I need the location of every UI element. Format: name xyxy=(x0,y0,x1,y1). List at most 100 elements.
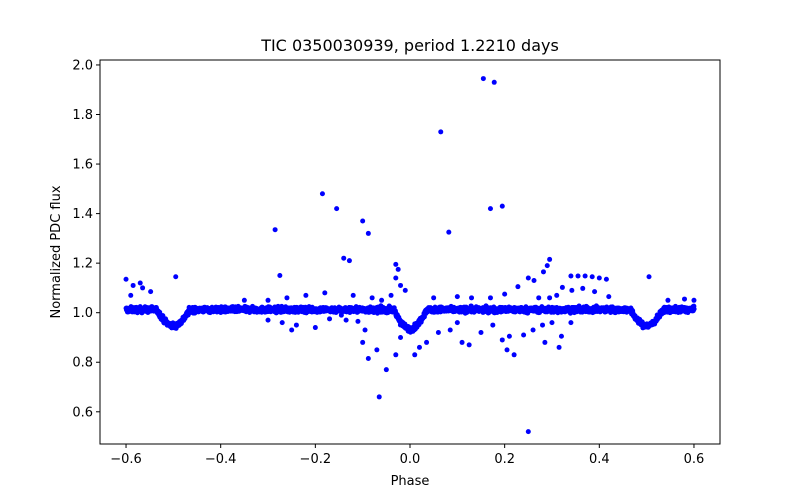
data-point xyxy=(504,347,510,353)
data-point xyxy=(549,320,555,326)
data-point xyxy=(319,191,325,197)
chart-title: TIC 0350030939, period 1.2210 days xyxy=(260,36,559,55)
data-point xyxy=(531,277,537,283)
data-point xyxy=(568,320,574,326)
data-point xyxy=(547,295,553,301)
data-point xyxy=(265,317,271,323)
data-point xyxy=(341,255,347,261)
data-point xyxy=(272,227,278,233)
data-point xyxy=(379,297,385,303)
data-point xyxy=(568,273,574,279)
data-point xyxy=(540,269,546,275)
data-point xyxy=(398,334,404,340)
data-point xyxy=(265,297,271,303)
data-point xyxy=(365,356,371,362)
data-point xyxy=(665,297,671,303)
data-point xyxy=(511,352,517,358)
data-point xyxy=(383,367,389,373)
data-point xyxy=(350,292,356,298)
data-point xyxy=(173,274,179,280)
data-point xyxy=(416,344,422,350)
data-point xyxy=(646,274,652,280)
x-tick-label: 0.0 xyxy=(400,452,421,467)
data-point xyxy=(424,339,430,345)
data-point xyxy=(393,352,399,358)
data-point xyxy=(536,295,542,301)
y-tick-label: 1.8 xyxy=(72,108,93,123)
x-tick-label: −0.6 xyxy=(110,452,142,467)
data-point xyxy=(376,394,382,400)
data-point xyxy=(446,229,452,235)
data-point xyxy=(435,330,441,336)
data-point xyxy=(525,275,531,281)
data-point xyxy=(606,294,612,300)
data-point xyxy=(284,295,290,301)
data-point xyxy=(322,290,328,296)
data-point xyxy=(369,295,375,301)
data-point xyxy=(589,274,595,280)
data-point xyxy=(343,317,349,323)
x-axis-ticks: −0.6 −0.4 −0.2 0.0 0.2 0.4 0.6 xyxy=(110,444,704,467)
data-point xyxy=(398,282,404,288)
data-point xyxy=(438,129,444,135)
data-point xyxy=(334,206,340,212)
y-tick-label: 1.6 xyxy=(72,158,93,173)
data-point xyxy=(603,276,609,282)
data-point xyxy=(558,333,564,339)
data-point xyxy=(338,312,344,318)
x-tick-label: 0.4 xyxy=(589,452,610,467)
data-point xyxy=(542,339,548,345)
data-point xyxy=(395,266,401,272)
data-point xyxy=(327,316,333,322)
data-point xyxy=(691,297,697,303)
data-point xyxy=(530,327,536,333)
data-point xyxy=(431,295,437,301)
data-point xyxy=(691,306,697,312)
data-point xyxy=(128,292,134,298)
y-axis-ticks: 0.6 0.8 1.0 1.2 1.4 1.6 1.8 2.0 xyxy=(72,58,100,420)
data-point xyxy=(454,320,460,326)
data-point xyxy=(360,218,366,224)
data-point xyxy=(582,273,588,279)
data-point xyxy=(360,339,366,345)
data-point xyxy=(682,296,687,302)
data-point xyxy=(575,273,581,279)
data-point xyxy=(277,273,283,279)
data-points xyxy=(123,76,697,435)
data-point xyxy=(289,327,295,333)
data-point xyxy=(365,230,371,236)
data-point xyxy=(346,258,352,264)
data-point xyxy=(123,276,129,282)
data-point xyxy=(137,280,143,286)
y-tick-label: 1.4 xyxy=(72,207,93,222)
y-tick-label: 1.0 xyxy=(72,306,93,321)
data-point xyxy=(312,325,318,331)
data-point xyxy=(521,332,527,338)
data-point xyxy=(374,347,380,353)
data-point xyxy=(547,256,553,262)
data-point xyxy=(459,339,465,345)
data-point xyxy=(412,352,418,358)
data-point xyxy=(454,294,460,300)
data-point xyxy=(447,327,453,333)
data-point xyxy=(487,206,493,212)
data-point xyxy=(592,289,598,295)
y-tick-label: 1.2 xyxy=(72,257,93,272)
plot-area xyxy=(100,60,720,444)
data-point xyxy=(388,292,394,298)
data-point xyxy=(487,295,493,301)
data-point xyxy=(499,337,505,343)
data-point xyxy=(580,285,586,291)
x-tick-label: −0.4 xyxy=(205,452,237,467)
data-point xyxy=(140,285,146,291)
data-point xyxy=(469,295,475,301)
data-point xyxy=(525,429,531,435)
data-point xyxy=(148,289,154,295)
data-point xyxy=(490,322,496,328)
data-point xyxy=(130,282,136,288)
data-point xyxy=(355,318,361,324)
y-tick-label: 0.8 xyxy=(72,356,93,371)
data-point xyxy=(362,327,368,333)
data-point xyxy=(480,76,486,82)
